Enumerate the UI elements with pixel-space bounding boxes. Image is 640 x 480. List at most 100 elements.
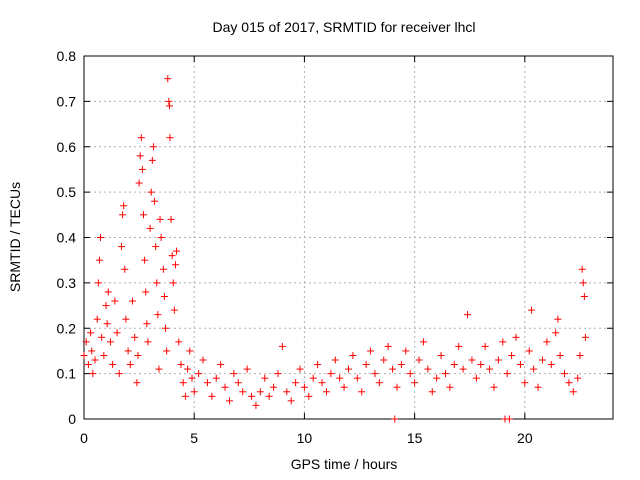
data-point xyxy=(157,234,165,241)
data-point xyxy=(494,356,502,364)
data-point xyxy=(119,211,127,219)
data-point xyxy=(314,361,322,369)
data-point xyxy=(389,365,397,373)
data-point xyxy=(80,351,88,359)
data-point xyxy=(100,351,108,359)
data-point xyxy=(153,279,161,287)
y-tick-label: 0.7 xyxy=(57,93,77,109)
data-point xyxy=(170,306,178,314)
data-point xyxy=(88,347,96,355)
data-point xyxy=(327,370,335,378)
data-point xyxy=(115,370,123,378)
data-point xyxy=(151,197,159,205)
y-axis-label: SRMTID / TECUs xyxy=(7,182,23,292)
x-axis-ticks: 0 5 10 15 20 xyxy=(80,56,533,446)
data-point xyxy=(353,374,361,382)
data-point xyxy=(508,351,516,359)
data-point xyxy=(300,383,308,391)
data-point xyxy=(521,379,529,387)
data-point xyxy=(160,292,168,300)
data-point xyxy=(580,292,588,300)
data-point xyxy=(156,215,164,223)
data-point xyxy=(239,388,247,396)
data-point xyxy=(455,342,463,350)
data-point xyxy=(322,388,330,396)
y-axis-ticks: 0 0.1 0.2 0.3 0.4 0.5 0.6 0.7 0.8 xyxy=(57,48,613,427)
data-point xyxy=(248,392,256,400)
data-point xyxy=(441,370,449,378)
data-point xyxy=(84,361,92,369)
data-point xyxy=(135,179,143,187)
data-point xyxy=(468,356,476,364)
data-point xyxy=(195,370,203,378)
data-point xyxy=(278,342,286,350)
data-point xyxy=(527,306,535,314)
data-point xyxy=(98,333,106,341)
data-point xyxy=(144,338,152,346)
data-point xyxy=(309,374,317,382)
data-point xyxy=(477,361,485,369)
data-point xyxy=(305,392,313,400)
data-point xyxy=(261,374,269,382)
data-point xyxy=(148,156,156,164)
data-point xyxy=(190,388,198,396)
data-point xyxy=(552,329,560,337)
data-point xyxy=(481,342,489,350)
data-point xyxy=(91,356,99,364)
y-tick-label: 0.6 xyxy=(57,139,77,155)
data-point xyxy=(177,361,185,369)
data-point xyxy=(534,383,542,391)
data-point xyxy=(296,365,304,373)
data-point xyxy=(349,351,357,359)
data-point xyxy=(152,243,160,251)
data-point xyxy=(516,361,524,369)
data-point xyxy=(103,320,111,328)
data-point xyxy=(97,234,105,241)
x-axis-label: GPS time / hours xyxy=(291,456,398,472)
x-tick-label: 15 xyxy=(407,430,423,446)
data-point xyxy=(136,152,144,160)
data-point xyxy=(424,365,432,373)
data-point xyxy=(415,356,423,364)
data-point xyxy=(428,388,436,396)
data-point xyxy=(579,279,587,287)
data-point xyxy=(437,351,445,359)
data-point xyxy=(95,256,103,264)
data-point xyxy=(221,383,229,391)
data-point xyxy=(186,347,194,355)
data-point xyxy=(175,338,183,346)
data-point xyxy=(128,297,136,305)
data-point xyxy=(167,215,175,223)
data-point xyxy=(173,247,181,255)
data-point xyxy=(362,361,370,369)
data-point xyxy=(137,134,145,142)
data-point xyxy=(543,338,551,346)
y-tick-label: 0.4 xyxy=(57,230,77,246)
data-point xyxy=(397,361,405,369)
data-point xyxy=(270,383,278,391)
data-point xyxy=(287,397,295,405)
data-point xyxy=(561,370,569,378)
data-point xyxy=(556,351,564,359)
x-tick-label: 10 xyxy=(297,430,313,446)
data-point xyxy=(283,388,291,396)
data-point xyxy=(464,311,472,319)
data-point xyxy=(459,365,467,373)
data-point xyxy=(155,365,163,373)
y-tick-label: 0.2 xyxy=(57,320,77,336)
data-point xyxy=(166,102,174,110)
data-point xyxy=(576,351,584,359)
data-point xyxy=(581,333,589,341)
y-tick-label: 0 xyxy=(68,411,76,427)
y-tick-label: 0.1 xyxy=(57,366,77,382)
data-point xyxy=(212,374,220,382)
data-point xyxy=(154,311,162,319)
data-point xyxy=(133,379,141,387)
data-point xyxy=(113,329,121,337)
data-point xyxy=(82,338,90,346)
data-point xyxy=(419,338,427,346)
data-point xyxy=(169,279,177,287)
grid xyxy=(84,56,613,419)
data-point xyxy=(131,333,139,341)
data-point xyxy=(134,351,142,359)
